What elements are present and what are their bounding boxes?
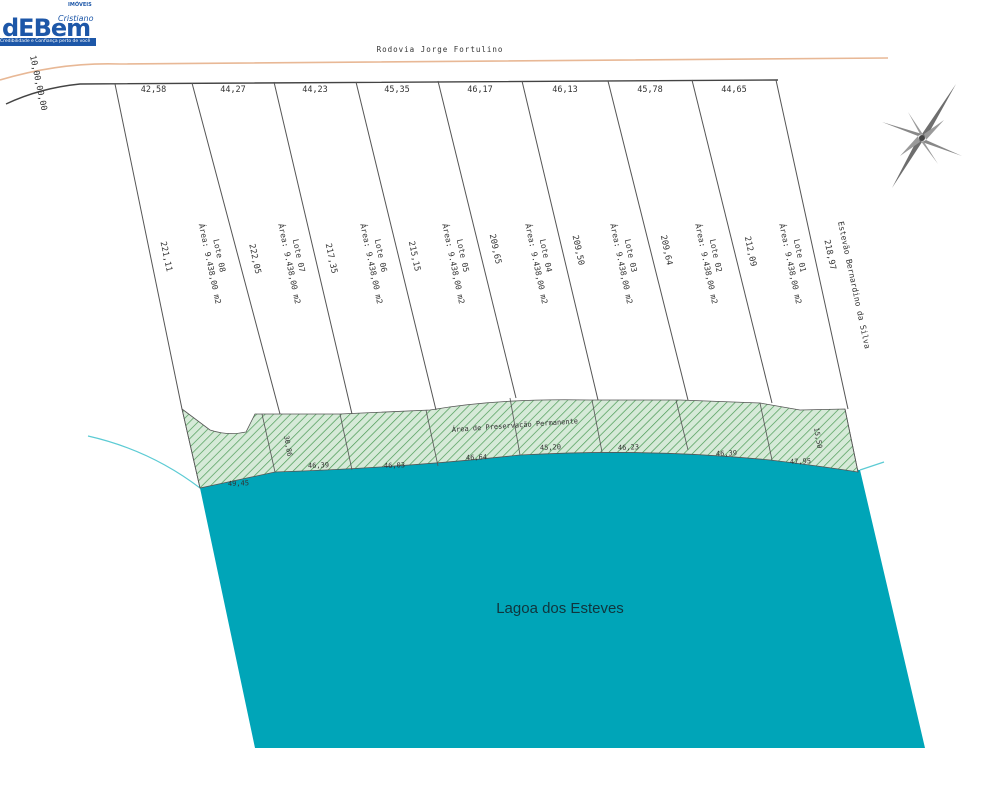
brand-owner: Cristiano xyxy=(58,14,94,23)
side-measure-label: 215,15 xyxy=(406,240,422,272)
neighbor-label: Estevão Bernardino da Silva xyxy=(836,221,872,350)
lot-boundary-line xyxy=(521,80,599,401)
brand-segment: IMÓVEIS xyxy=(68,2,92,8)
app-boundary-line xyxy=(675,399,689,451)
front-measure-label: 46,17 xyxy=(467,85,493,95)
side-measure-label: 209,65 xyxy=(487,233,503,265)
app-side-measure-label: 15,50 xyxy=(812,427,824,449)
side-measure-label: 218,97 xyxy=(821,239,837,271)
shoreline-left xyxy=(87,435,201,489)
side-measure-label: 221,11 xyxy=(158,241,174,273)
side-measure-label: 212,09 xyxy=(742,235,758,267)
road-edge-bottom xyxy=(5,79,779,105)
front-measure-label: 45,78 xyxy=(637,85,663,95)
app-measure-label: 47,95 xyxy=(790,457,811,466)
side-measure-label: 209,64 xyxy=(658,234,674,266)
front-measure-label: 44,27 xyxy=(220,85,246,95)
lot-boundary-line xyxy=(273,81,353,415)
side-measure-label: 217,35 xyxy=(323,242,339,274)
side-measure-label: 222,05 xyxy=(246,243,262,275)
brand-slogan: Credibilidade e Confiança perto de você xyxy=(0,38,96,46)
brand-logo: IMÓVEIS dEBem Cristiano Credibilidade e … xyxy=(0,0,98,48)
lot-boundary-line xyxy=(191,82,281,415)
lake-name: Lagoa dos Esteves xyxy=(496,600,624,617)
front-measure-label: 44,65 xyxy=(721,85,747,95)
app-measure-label: 46,39 xyxy=(308,461,329,470)
app-boundary-line xyxy=(339,413,353,471)
shoreline-right xyxy=(859,461,885,471)
app-boundary-line xyxy=(509,397,521,456)
lot-boundary-line xyxy=(114,83,183,410)
app-side-measure-label: 30,86 xyxy=(282,435,294,457)
road-name: Rodovia Jorge Fortulino xyxy=(377,45,504,54)
app-boundary-line xyxy=(425,409,439,467)
side-measure-label: 209,50 xyxy=(570,234,586,266)
lot-boundary-line xyxy=(355,81,437,411)
app-boundary-line xyxy=(591,399,603,453)
app-measure-label: 46,03 xyxy=(384,461,405,470)
lake-water xyxy=(200,452,925,748)
lot-boundary-line xyxy=(437,80,517,399)
app-measure-label: 45,20 xyxy=(540,443,561,452)
front-measure-label: 44,23 xyxy=(302,85,328,95)
front-measure-label: 45,35 xyxy=(384,85,410,95)
app-boundary-line xyxy=(261,413,276,473)
app-measure-label: 46,64 xyxy=(466,453,487,462)
lot-boundary-line xyxy=(607,80,689,401)
road-station: 10,00,00,00 xyxy=(27,55,48,112)
app-boundary-line xyxy=(844,408,859,473)
road-edge-top xyxy=(0,57,889,81)
front-measures: 42,58 44,27 44,23 45,35 46,17 46,13 45,78 44,65 xyxy=(141,85,747,95)
side-measures: 221,11 222,05 217,35 215,15 209,65 209,50 209,… xyxy=(158,233,838,275)
app-boundary-line xyxy=(181,408,201,489)
lot-boundary-line xyxy=(775,79,849,410)
brand-name: dEBem xyxy=(2,14,91,42)
lot-boundary-line xyxy=(691,79,773,404)
front-measure-label: 42,58 xyxy=(141,85,167,95)
app-measure-label: 46,23 xyxy=(618,443,639,452)
app-boundary-line xyxy=(759,402,773,461)
app-measure-label: 46,39 xyxy=(716,449,737,458)
compass-rose-icon xyxy=(882,84,962,188)
front-measure-label: 46,13 xyxy=(552,85,578,95)
app-measure-label: 49,45 xyxy=(228,479,249,488)
app-measures: 49,45 46,39 46,03 46,64 45,20 46,23 46,39 47,95… xyxy=(228,427,824,488)
lot-boundaries xyxy=(114,79,859,489)
